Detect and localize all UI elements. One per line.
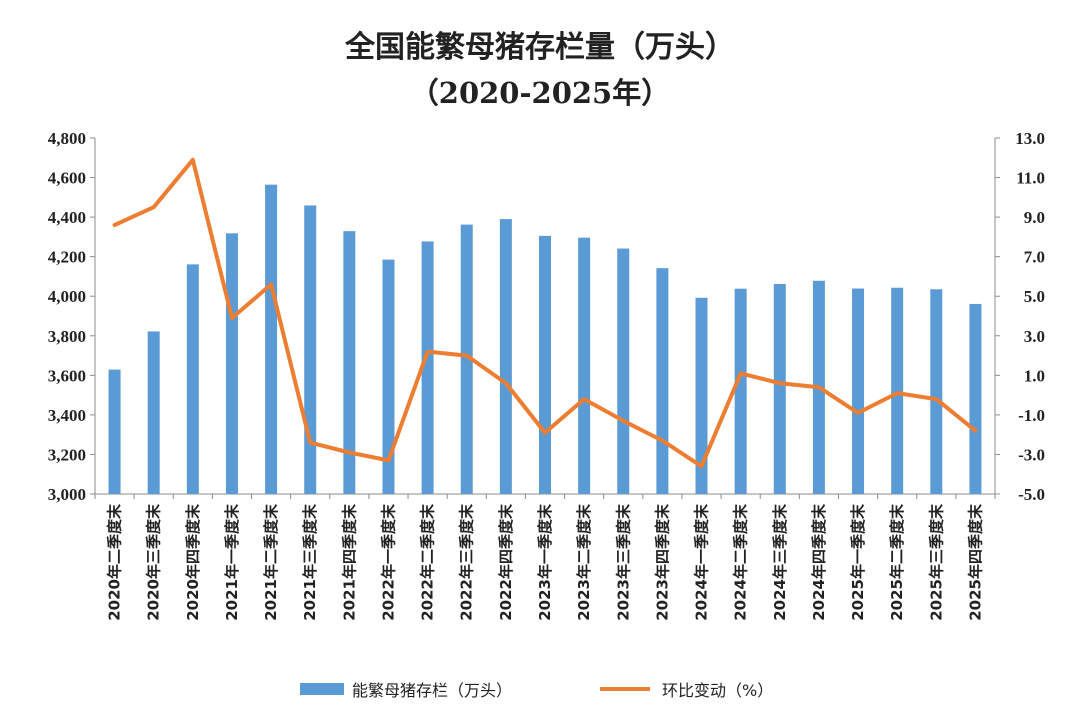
y-left-tick-label: 4,200	[48, 248, 86, 267]
y-left-tick-label: 3,600	[48, 366, 86, 385]
y-left-tick-label: 3,200	[48, 445, 86, 464]
legend: 能繁母猪存栏（万头） 环比变动（%）	[300, 681, 773, 700]
y-right-tick-label: 5.0	[1024, 287, 1045, 306]
line-point	[817, 385, 821, 389]
bar	[382, 259, 395, 494]
bar	[265, 184, 278, 495]
bar	[225, 233, 238, 494]
line-point	[191, 158, 195, 162]
y-right-tick-label: 1.0	[1024, 366, 1045, 385]
line-point	[543, 431, 547, 435]
chart-subtitle: （2020-2025年）	[409, 76, 671, 110]
bar	[421, 241, 434, 494]
line-point	[700, 464, 704, 468]
category-label: 2020年三季度末	[145, 503, 163, 621]
category-label: 2025年二季度末	[888, 503, 906, 621]
category-label: 2022年二季度末	[419, 503, 437, 621]
legend-bar-swatch	[300, 683, 344, 695]
y-left-tick-label: 3,000	[48, 485, 86, 504]
category-label: 2021年四季度末	[340, 503, 358, 621]
category-label: 2023年一季度末	[536, 503, 554, 621]
bar	[734, 288, 747, 494]
legend-bar-label: 能繁母猪存栏（万头）	[352, 681, 512, 700]
y-left-tick-label: 4,600	[48, 169, 86, 188]
bar	[147, 331, 160, 494]
category-label: 2021年三季度末	[301, 503, 319, 621]
bar	[499, 219, 512, 495]
bar	[852, 288, 865, 494]
chart-title: 全国能繁母猪存栏量（万头）	[345, 30, 735, 65]
line-point	[739, 371, 743, 375]
bar	[891, 287, 904, 494]
line-point	[504, 381, 508, 385]
bar	[695, 297, 708, 494]
bar	[460, 224, 473, 495]
category-label: 2022年三季度末	[458, 503, 476, 621]
category-label: 2023年三季度末	[614, 503, 632, 621]
axes: 3,000 3,200 3,400 3,600 3,800 4,000 4,200 4,400…	[48, 129, 1045, 504]
y-right-tick-label: -1.0	[1018, 406, 1045, 425]
category-label: 2022年一季度末	[379, 503, 397, 621]
bar	[578, 237, 591, 494]
y-right-tick-label: 3.0	[1024, 327, 1045, 346]
line-point	[660, 439, 664, 443]
category-label: 2025年一季度末	[849, 503, 867, 621]
y-right-tick-label: 13.0	[1015, 129, 1045, 148]
line-point	[973, 429, 977, 433]
y-left-tick-label: 4,400	[48, 208, 86, 227]
category-label: 2023年四季度末	[653, 503, 671, 621]
category-label: 2023年二季度末	[575, 503, 593, 621]
line-point	[465, 354, 469, 358]
line-point	[778, 381, 782, 385]
bar	[930, 289, 943, 494]
bar-series	[108, 184, 982, 495]
category-label: 2024年二季度末	[732, 503, 750, 621]
category-labels: 2020年二季度末 2020年三季度末 2020年四季度末 2021年一季度末 2021…	[106, 503, 985, 621]
line-point	[934, 397, 938, 401]
bar	[343, 231, 356, 495]
category-label: 2025年四季度末	[966, 503, 984, 621]
category-label: 2021年二季度末	[262, 503, 280, 621]
category-label: 2024年四季度末	[810, 503, 828, 621]
y-left-tick-label: 4,800	[48, 129, 86, 148]
bar	[108, 369, 121, 494]
line-series	[112, 157, 978, 469]
line-point	[582, 397, 586, 401]
legend-line-label: 环比变动（%）	[662, 681, 773, 700]
line-point	[269, 282, 273, 286]
bar	[539, 235, 551, 494]
bar	[969, 303, 982, 494]
y-right-tick-label: 7.0	[1024, 248, 1045, 267]
line-point	[113, 223, 117, 227]
line-point	[308, 441, 312, 445]
line-point	[230, 316, 234, 320]
bar	[773, 283, 786, 494]
line-point	[895, 391, 899, 395]
category-label: 2025年三季度末	[927, 503, 945, 621]
y-left-tick-label: 4,000	[48, 287, 86, 306]
category-label: 2021年一季度末	[223, 503, 241, 621]
line-point	[426, 350, 430, 354]
y-right-tick-label: -5.0	[1018, 485, 1045, 504]
category-label: 2024年一季度末	[693, 503, 711, 621]
line-point	[621, 419, 625, 423]
y-right-tick-label: -3.0	[1018, 445, 1045, 464]
category-label: 2024年三季度末	[771, 503, 789, 621]
bar	[186, 264, 199, 494]
line-point	[152, 205, 156, 209]
line-point	[856, 411, 860, 415]
category-label: 2022年四季度末	[497, 503, 515, 621]
line-point	[386, 458, 390, 462]
y-left-tick-label: 3,800	[48, 327, 86, 346]
category-label: 2020年四季度末	[184, 503, 202, 621]
category-label: 2020年二季度末	[106, 503, 124, 621]
bar	[656, 268, 669, 494]
y-right-tick-label: 11.0	[1016, 169, 1045, 188]
y-right-tick-label: 9.0	[1024, 208, 1045, 227]
line-point	[347, 450, 351, 454]
bar	[617, 248, 630, 494]
y-left-tick-label: 3,400	[48, 406, 86, 425]
bar	[304, 205, 317, 495]
